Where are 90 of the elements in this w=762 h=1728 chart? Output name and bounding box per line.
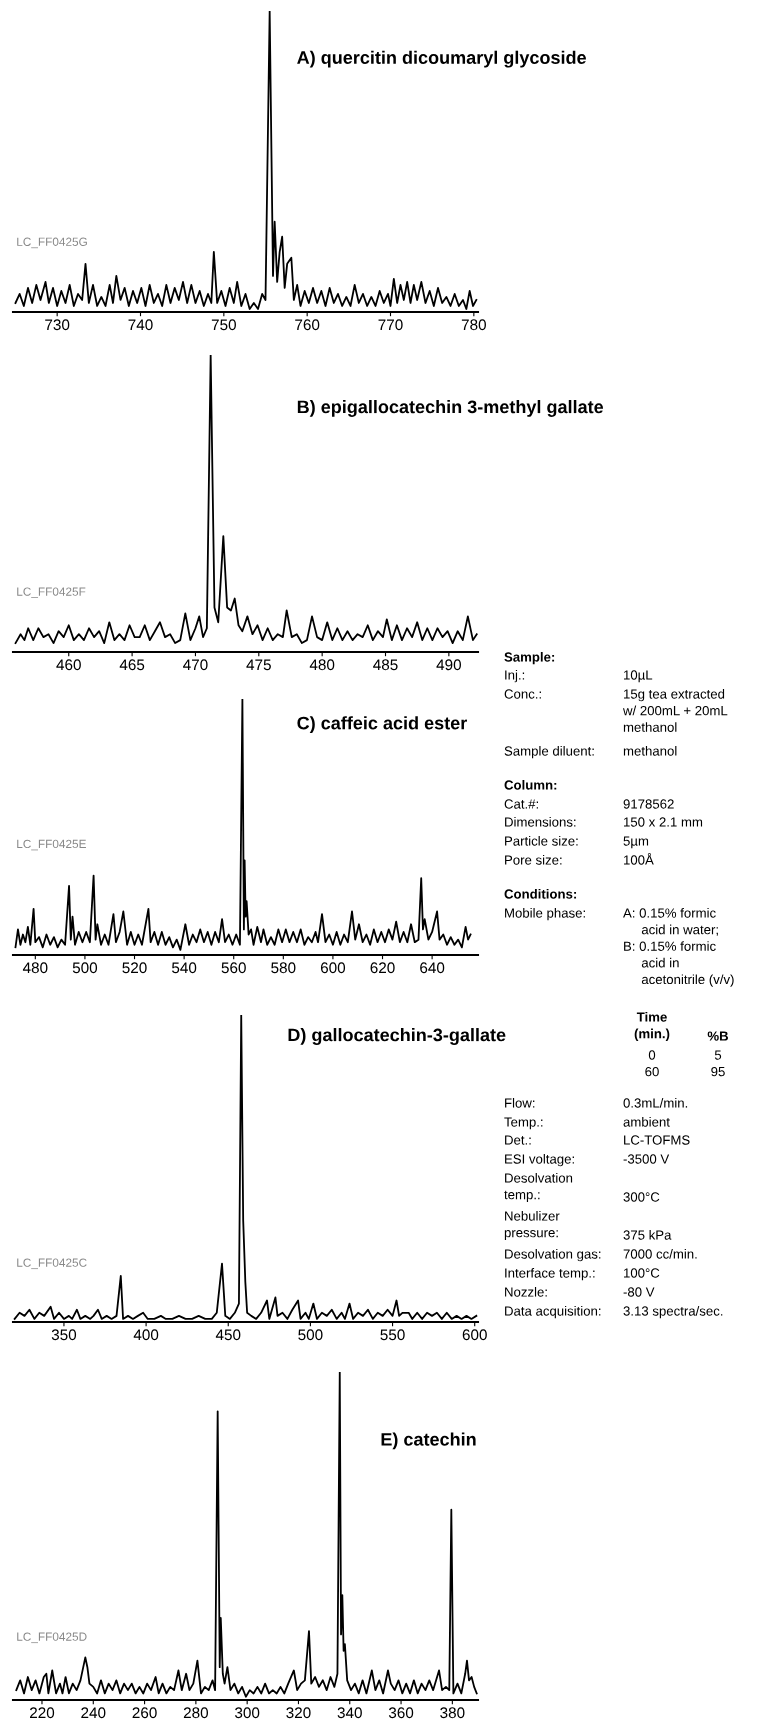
x-tick-label: 300 xyxy=(235,1707,260,1719)
text: 15g tea extracted w/ 200mL + 20mL methanol xyxy=(622,689,728,732)
text: 100°C xyxy=(624,1268,660,1278)
text: Sample: xyxy=(504,652,555,665)
text: 300°C xyxy=(623,1192,660,1202)
text: 375 kPa xyxy=(623,1230,672,1240)
x-tick-label: 550 xyxy=(380,1329,405,1341)
text: Data acquisition: xyxy=(505,1306,601,1319)
x-tick-label: 640 xyxy=(420,962,445,974)
text: ambient xyxy=(623,1117,670,1127)
text: B) epigallocatechin 3-methyl gallate xyxy=(297,400,604,417)
text: A) quercitin dicoumaryl glycoside xyxy=(297,50,586,68)
x-tick-label: 470 xyxy=(183,659,208,671)
text: Nozzle: xyxy=(505,1287,547,1297)
text: Conc.: xyxy=(504,689,541,699)
x-tick-label: 240 xyxy=(81,1707,106,1719)
text: Cat.#: xyxy=(504,799,538,809)
x-tick-label: 475 xyxy=(246,659,271,671)
annotation: LC_FF0425F xyxy=(17,587,86,598)
text: -3500 V xyxy=(623,1154,670,1164)
text: methanol xyxy=(623,746,677,756)
x-tick-label: 340 xyxy=(337,1707,362,1719)
text: Time (min.) xyxy=(634,1012,670,1041)
x-tick-label: 465 xyxy=(119,659,145,671)
x-tick-label: 560 xyxy=(221,962,246,974)
text: Desolvation gas: xyxy=(505,1249,601,1262)
text: Desolvation temp.: xyxy=(504,1173,573,1202)
x-tick-label: 600 xyxy=(320,962,346,974)
text: -80 V xyxy=(623,1287,655,1297)
text: 9178562 xyxy=(623,799,674,809)
x-tick-label: 500 xyxy=(72,962,98,974)
x-tick-label: 360 xyxy=(388,1707,414,1719)
x-tick-label: 580 xyxy=(271,962,296,974)
x-tick-label: 480 xyxy=(309,659,335,671)
x-tick-label: 460 xyxy=(56,659,81,671)
text: Temp.: xyxy=(504,1117,543,1130)
x-tick-label: 780 xyxy=(461,319,486,331)
x-tick-label: 350 xyxy=(51,1329,77,1341)
x-tick-label: 730 xyxy=(45,319,70,331)
x-tick-label: 220 xyxy=(30,1707,55,1719)
text: Det.: xyxy=(505,1135,531,1145)
annotation: LC_FF0425D xyxy=(17,1632,87,1644)
text: Dimensions: xyxy=(505,817,576,827)
text: 0 60 xyxy=(645,1050,659,1077)
annotation: LC_FF0425E xyxy=(17,839,86,851)
text: 3.13 spectra/sec. xyxy=(623,1306,723,1319)
x-tick-label: 600 xyxy=(462,1329,487,1341)
annotation: LC_FF0425C xyxy=(17,1258,87,1270)
x-tick-label: 260 xyxy=(132,1707,157,1719)
text: Particle size: xyxy=(505,836,578,846)
x-tick-label: 490 xyxy=(436,659,462,671)
x-tick-label: 500 xyxy=(298,1329,323,1341)
text: 5 95 xyxy=(711,1050,725,1077)
text: A: 0.15% formic acid in water; B: 0.15% formic acid in acetonitrile (v/v) xyxy=(623,908,734,987)
text: C) caffeic acid ester xyxy=(297,716,467,734)
text: 10µL xyxy=(624,670,653,683)
x-tick-label: 480 xyxy=(22,962,48,974)
text: 100Å xyxy=(624,853,654,865)
x-tick-label: 280 xyxy=(183,1707,209,1719)
x-tick-label: 520 xyxy=(122,962,147,974)
annotation: LC_FF0425G xyxy=(17,237,87,249)
x-tick-label: 540 xyxy=(171,962,197,974)
text: Inj.: xyxy=(505,670,525,683)
x-tick-label: 770 xyxy=(378,319,403,331)
text: LC-TOFMS xyxy=(624,1135,690,1145)
text: Sample diluent: xyxy=(504,746,594,759)
x-tick-label: 320 xyxy=(286,1707,311,1719)
x-tick-label: 485 xyxy=(373,659,398,671)
x-tick-label: 740 xyxy=(128,319,153,331)
x-tick-label: 450 xyxy=(215,1329,241,1341)
text: E) catechin xyxy=(381,1432,476,1450)
text: Interface temp.: xyxy=(505,1268,595,1281)
text: Conditions: xyxy=(504,889,577,899)
text: ESI voltage: xyxy=(505,1154,574,1167)
text: %B xyxy=(707,1031,729,1041)
text: 7000 cc/min. xyxy=(623,1249,697,1259)
text: Pore size: xyxy=(505,855,562,865)
text: Mobile phase: xyxy=(505,908,585,921)
x-tick-label: 380 xyxy=(440,1707,465,1719)
text: 5µm xyxy=(623,836,649,849)
x-tick-label: 750 xyxy=(211,319,236,331)
x-tick-label: 760 xyxy=(295,319,320,331)
text: Column: xyxy=(504,780,557,790)
text: 150 x 2.1 mm xyxy=(624,817,703,827)
x-tick-label: 620 xyxy=(370,962,395,974)
x-tick-label: 400 xyxy=(133,1329,159,1341)
text: Flow: xyxy=(505,1098,535,1108)
text: Nebulizer pressure: xyxy=(504,1211,560,1240)
text: 0.3mL/min. xyxy=(623,1098,688,1108)
text: D) gallocatechin-3-gallate xyxy=(288,1028,506,1045)
